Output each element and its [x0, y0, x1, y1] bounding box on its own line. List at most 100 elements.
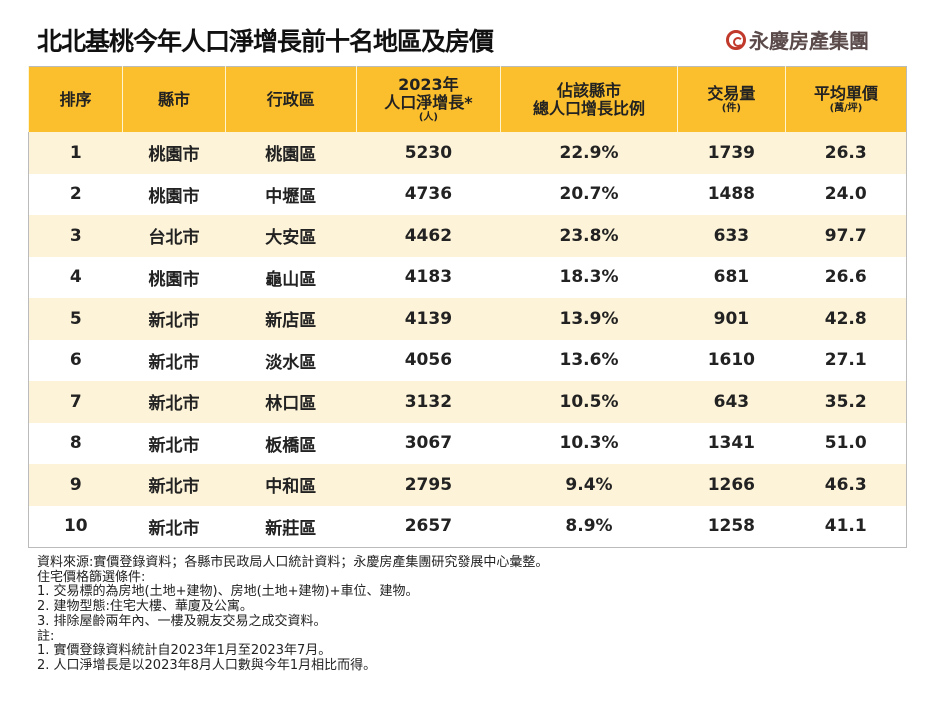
table-cell: 新北市: [122, 381, 226, 423]
table-cell: 22.9%: [500, 132, 678, 174]
table-cell: 5230: [356, 132, 501, 174]
table-cell: 4139: [356, 298, 501, 340]
table-cell: 9: [28, 464, 123, 506]
footnote-line: 2. 人口淨增長是以2023年8月人口數與今年1月相比而得。: [37, 657, 377, 673]
table-cell: 633: [677, 215, 786, 257]
table-header-row: 排序 縣市 行政區 2023年 人口淨增長* (人) 佔該縣市 總人口增長比例 交易量 (件) 平均…: [27, 66, 907, 132]
table-cell: 4462: [356, 215, 501, 257]
table-cell: 20.7%: [500, 173, 678, 215]
logo-icon: [726, 29, 746, 50]
logo-text: 永慶房產集團: [749, 29, 869, 53]
table-cell: 1341: [677, 422, 786, 464]
table-cell: 2657: [356, 505, 501, 548]
column-header-unit: (萬/坪): [829, 102, 863, 114]
footnotes: 資料來源:實價登錄資料；各縣市民政局人口統計資料；永慶房產集團研究發展中心彙整。…: [37, 555, 548, 674]
column-header-label: 人口淨增長*: [384, 93, 473, 112]
table-cell: 3: [28, 215, 123, 257]
table-cell: 桃園區: [225, 132, 357, 174]
table-cell: 13.6%: [500, 339, 678, 381]
column-header-unit: (人): [418, 111, 438, 123]
table-row: 4 桃園市 龜山區 4183 18.3% 681 26.6: [28, 256, 907, 298]
table-cell: 桃園市: [122, 256, 226, 298]
column-header-label: 排序: [59, 89, 92, 109]
table-cell: 1610: [677, 339, 786, 381]
table-row: 2 桃園市 中壢區 4736 20.7% 1488 24.0: [28, 173, 907, 215]
table-cell: 35.2: [785, 381, 907, 423]
table-cell: 新北市: [122, 505, 226, 548]
table-cell: 10.5%: [500, 381, 678, 423]
table-cell: 7: [28, 381, 123, 423]
footnote-line: 住宅價格篩選條件:: [37, 569, 146, 585]
table-row: 3 台北市 大安區 4462 23.8% 633 97.7: [28, 215, 907, 257]
table-cell: 1266: [677, 464, 786, 506]
table-cell: 8: [28, 422, 123, 464]
table-cell: 6: [28, 339, 123, 381]
table-cell: 1: [28, 132, 123, 174]
column-header-label: 2023年: [398, 75, 459, 95]
table-cell: 46.3: [785, 464, 907, 506]
table-cell: 淡水區: [225, 339, 357, 381]
table-cell: 中和區: [225, 464, 357, 506]
column-header-label: 交易量: [707, 84, 756, 104]
table-cell: 2795: [356, 464, 501, 506]
table-cell: 4056: [356, 339, 501, 381]
column-header-label: 平均單價: [813, 84, 878, 104]
table-cell: 林口區: [225, 381, 357, 423]
column-header-label: 行政區: [266, 89, 315, 109]
table-cell: 10.3%: [500, 422, 678, 464]
table-cell: 4: [28, 256, 123, 298]
footnote-line: 1. 交易標的為房地(土地+建物)、房地(土地+建物)+車位、建物。: [37, 584, 419, 600]
table-cell: 42.8: [785, 298, 907, 340]
table-row: 10 新北市 新莊區 2657 8.9% 1258 41.1: [28, 505, 907, 548]
column-header: 交易量 (件): [676, 66, 786, 132]
table-cell: 4183: [356, 256, 501, 298]
table-row: 6 新北市 淡水區 4056 13.6% 1610 27.1: [28, 339, 907, 381]
ranking-table: 排序 縣市 行政區 2023年 人口淨增長* (人) 佔該縣市 總人口增長比例 交易量 (件) 平均…: [27, 66, 907, 548]
page-title: 北北基桃今年人口淨增長前十名地區及房價: [37, 27, 494, 56]
table-cell: 901: [677, 298, 786, 340]
table-cell: 24.0: [785, 173, 907, 215]
table-cell: 新北市: [122, 339, 226, 381]
table-cell: 2: [28, 173, 123, 215]
footnote-line: 3. 排除屋齡兩年內、一樓及親友交易之成交資料。: [37, 613, 327, 629]
footnote-line: 2. 建物型態:住宅大樓、華廈及公寓。: [37, 599, 253, 615]
table-cell: 新北市: [122, 298, 226, 340]
column-header-label: 佔該縣市: [557, 80, 622, 100]
table-cell: 23.8%: [500, 215, 678, 257]
table-row: 9 新北市 中和區 2795 9.4% 1266 46.3: [28, 464, 907, 506]
footnote-line: 1. 實價登錄資料統計自2023年1月至2023年7月。: [37, 643, 332, 659]
table-cell: 9.4%: [500, 464, 678, 506]
table-cell: 97.7: [785, 215, 907, 257]
table-cell: 8.9%: [500, 505, 678, 548]
table-row: 5 新北市 新店區 4139 13.9% 901 42.8: [28, 298, 907, 340]
table-cell: 27.1: [785, 339, 907, 381]
column-header: 排序: [27, 66, 123, 132]
table-cell: 26.3: [785, 132, 907, 174]
table-cell: 新莊區: [225, 505, 357, 548]
column-header: 2023年 人口淨增長* (人): [355, 66, 501, 132]
table-cell: 3067: [356, 422, 501, 464]
footnote-line: 註:: [37, 628, 55, 644]
table-cell: 51.0: [785, 422, 907, 464]
column-header: 佔該縣市 總人口增長比例: [500, 66, 678, 132]
column-header-label: 縣市: [158, 89, 191, 109]
table-cell: 681: [677, 256, 786, 298]
table-row: 8 新北市 板橋區 3067 10.3% 1341 51.0: [28, 422, 907, 464]
table-cell: 3132: [356, 381, 501, 423]
table-row: 7 新北市 林口區 3132 10.5% 643 35.2: [28, 381, 907, 423]
company-logo: 永慶房產集團: [726, 25, 869, 54]
table-cell: 1258: [677, 505, 786, 548]
table-cell: 新店區: [225, 298, 357, 340]
table-cell: 台北市: [122, 215, 226, 257]
table-cell: 13.9%: [500, 298, 678, 340]
table-cell: 4736: [356, 173, 501, 215]
table-cell: 龜山區: [225, 256, 357, 298]
table-cell: 新北市: [122, 422, 226, 464]
table-cell: 5: [28, 298, 123, 340]
table-cell: 10: [28, 505, 123, 548]
table-cell: 新北市: [122, 464, 226, 506]
table-cell: 桃園市: [122, 173, 226, 215]
column-header-label: 總人口增長比例: [533, 98, 646, 118]
column-header: 平均單價 (萬/坪): [784, 66, 907, 132]
column-header-unit: (件): [721, 102, 741, 114]
